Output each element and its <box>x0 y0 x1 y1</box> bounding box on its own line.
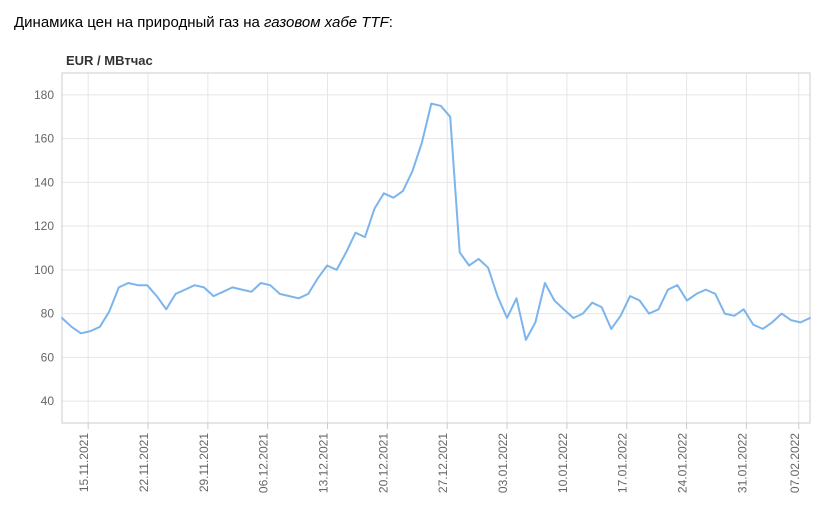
svg-text:100: 100 <box>34 263 54 277</box>
chart-title: Динамика цен на природный газ на газовом… <box>14 14 827 31</box>
svg-text:24.01.2022: 24.01.2022 <box>676 433 690 493</box>
svg-text:22.11.2021: 22.11.2021 <box>137 433 151 492</box>
line-chart: 40 60 80 100 120 140 160 180 15.11.2021 22.11.202… <box>10 45 820 495</box>
svg-text:07.02.2022: 07.02.2022 <box>788 433 802 493</box>
svg-text:10.01.2022: 10.01.2022 <box>556 433 570 493</box>
svg-text:60: 60 <box>41 350 55 364</box>
title-italic: газовом хабе TTF <box>264 14 389 31</box>
svg-text:13.12.2021: 13.12.2021 <box>317 433 331 493</box>
svg-text:29.11.2021: 29.11.2021 <box>197 433 211 492</box>
svg-text:31.01.2022: 31.01.2022 <box>735 433 749 493</box>
svg-text:140: 140 <box>34 175 54 189</box>
svg-text:180: 180 <box>34 88 54 102</box>
svg-text:06.12.2021: 06.12.2021 <box>257 433 271 493</box>
title-plain: Динамика цен на природный газ на <box>14 14 264 31</box>
svg-text:03.01.2022: 03.01.2022 <box>496 433 510 493</box>
chart-svg: 40 60 80 100 120 140 160 180 15.11.2021 22.11.202… <box>10 45 820 495</box>
svg-text:40: 40 <box>41 394 55 408</box>
svg-text:EUR / МВтчас: EUR / МВтчас <box>66 53 153 68</box>
svg-text:120: 120 <box>34 219 54 233</box>
svg-text:20.12.2021: 20.12.2021 <box>376 433 390 493</box>
svg-text:17.01.2022: 17.01.2022 <box>616 433 630 493</box>
svg-text:80: 80 <box>41 307 55 321</box>
svg-text:15.11.2021: 15.11.2021 <box>77 433 91 492</box>
svg-text:160: 160 <box>34 132 54 146</box>
title-suffix: : <box>389 14 393 31</box>
svg-text:27.12.2021: 27.12.2021 <box>436 433 450 493</box>
